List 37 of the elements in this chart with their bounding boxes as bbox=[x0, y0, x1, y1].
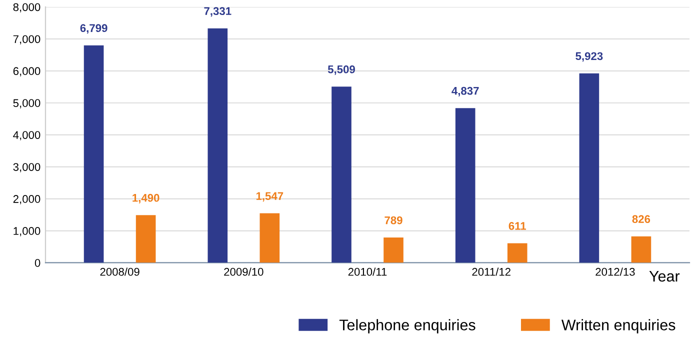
bar bbox=[579, 73, 600, 263]
y-tick-label: 1,000 bbox=[14, 227, 40, 236]
text: 5,923 bbox=[576, 52, 603, 62]
bar bbox=[507, 243, 528, 263]
y-tick-label: 5,000 bbox=[13, 99, 40, 108]
x-axis-title: Year bbox=[649, 270, 680, 282]
bar bbox=[384, 238, 404, 263]
y-tick-label: 2,000 bbox=[13, 195, 40, 204]
y-tick-label: 7,000 bbox=[13, 35, 40, 44]
text: 1,490 bbox=[132, 194, 160, 204]
bar bbox=[455, 108, 476, 263]
y-tick-label: 4,000 bbox=[13, 131, 40, 140]
y-tick-label: 8,000 bbox=[13, 3, 40, 12]
x-tick-label: 2008/09 bbox=[100, 268, 140, 276]
text: 826 bbox=[632, 215, 650, 224]
y-tick-label: 3,000 bbox=[13, 163, 40, 172]
y-tick-label: 6,000 bbox=[13, 67, 40, 76]
text: 7,331 bbox=[204, 7, 232, 17]
text: 5,509 bbox=[328, 65, 355, 75]
y-tick-label: 0 bbox=[34, 259, 40, 267]
legend-label: Written enquiries bbox=[561, 319, 676, 334]
x-tick-label: 2011/12 bbox=[472, 268, 510, 276]
legend-label: Telephone enquiries bbox=[339, 319, 476, 334]
text: 4,837 bbox=[452, 86, 479, 96]
text: 789 bbox=[384, 216, 402, 224]
x-tick-label: 2009/10 bbox=[224, 268, 264, 276]
bar bbox=[136, 215, 156, 263]
bar bbox=[84, 45, 104, 263]
text: 611 bbox=[508, 222, 526, 230]
bar bbox=[260, 213, 280, 263]
bar bbox=[208, 28, 228, 263]
text: 1,547 bbox=[256, 192, 284, 202]
bar bbox=[332, 86, 352, 263]
bar bbox=[631, 236, 652, 263]
x-tick-label: 2012/13 bbox=[596, 268, 635, 276]
text: 6,799 bbox=[80, 24, 108, 34]
x-tick-label: 2010/11 bbox=[348, 268, 387, 276]
